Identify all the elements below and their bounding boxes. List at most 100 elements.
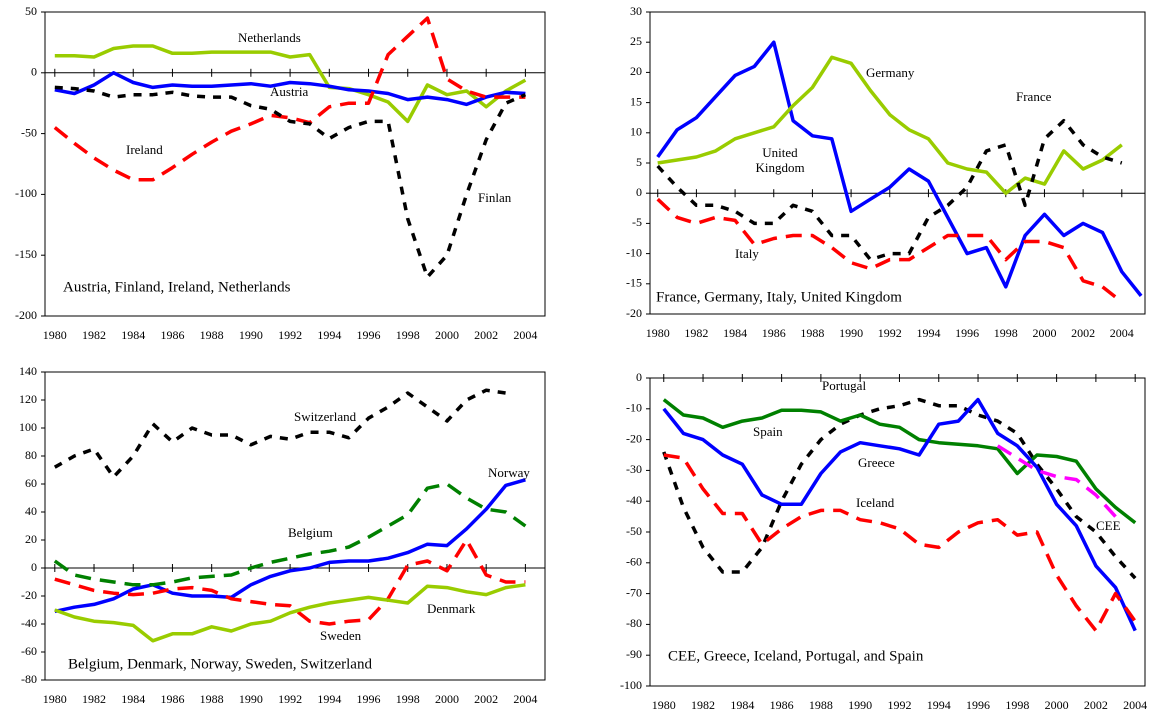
plot-frame (649, 377, 1146, 687)
series-label: Iceland (856, 495, 895, 510)
y-tick-label: -90 (626, 647, 642, 661)
y-tick-label: 0 (636, 370, 642, 384)
series-label: France (1016, 89, 1052, 104)
series-line (53, 388, 507, 479)
x-tick-label: 1994 (317, 692, 341, 706)
series-label: Portugal (822, 378, 867, 393)
chart-caption: Belgium, Denmark, Norway, Sweden, Switze… (68, 656, 372, 672)
x-tick-label: 1986 (770, 698, 794, 712)
series-line (53, 482, 527, 587)
y-tick-label: 0 (31, 65, 37, 79)
x-tick-label: 1992 (887, 698, 911, 712)
series-line (657, 55, 1123, 195)
series-label: Denmark (427, 601, 476, 616)
y-tick-label: -20 (626, 306, 642, 320)
y-tick-label: -150 (15, 247, 37, 261)
series-line (663, 453, 1137, 633)
y-tick-label: -20 (21, 588, 37, 602)
x-tick-label: 1982 (82, 328, 106, 342)
plot-frame (44, 11, 546, 317)
y-tick-label: -40 (626, 493, 642, 507)
x-tick-label: 2000 (435, 692, 459, 706)
x-tick-label: 1992 (878, 326, 902, 340)
x-tick-label: 1992 (278, 328, 302, 342)
y-tick-label: 140 (19, 364, 37, 378)
y-tick-label: -100 (15, 186, 37, 200)
series-label: CEE (1096, 518, 1121, 533)
series-line (996, 444, 1117, 518)
y-tick-label: 30 (630, 4, 642, 18)
x-tick-label: 1982 (691, 698, 715, 712)
y-tick-label: -40 (21, 616, 37, 630)
x-tick-label: 1982 (684, 326, 708, 340)
x-tick-label: 2004 (1123, 698, 1147, 712)
x-tick-label: 2002 (1071, 326, 1095, 340)
series-label: Greece (858, 455, 895, 470)
x-tick-label: 1984 (723, 326, 747, 340)
x-tick-label: 2004 (513, 692, 537, 706)
x-tick-label: 1980 (652, 698, 676, 712)
x-tick-label: 1986 (160, 692, 184, 706)
y-tick-label: 50 (25, 4, 37, 18)
x-tick-label: 2002 (474, 692, 498, 706)
x-tick-label: 1988 (200, 692, 224, 706)
y-tick-label: -80 (21, 672, 37, 686)
x-tick-label: 2000 (1032, 326, 1056, 340)
series-line (656, 197, 1123, 304)
x-tick-label: 1988 (809, 698, 833, 712)
series-label: Finlan (478, 190, 512, 205)
x-tick-label: 1996 (966, 698, 990, 712)
y-tick-label: -50 (21, 125, 37, 139)
series-label: Sweden (320, 628, 362, 643)
x-tick-label: 1996 (357, 328, 381, 342)
x-tick-label: 1998 (396, 692, 420, 706)
y-tick-label: 0 (636, 185, 642, 199)
x-tick-label: 1994 (916, 326, 940, 340)
x-tick-label: 1984 (121, 328, 145, 342)
plot-frame (44, 371, 546, 681)
x-tick-label: 1998 (396, 328, 420, 342)
series-line (54, 538, 526, 626)
series-label: Austria (270, 84, 309, 99)
series-line (662, 397, 1137, 632)
x-tick-label: 1996 (955, 326, 979, 340)
x-tick-label: 1992 (278, 692, 302, 706)
x-tick-label: 2002 (474, 328, 498, 342)
x-tick-label: 1982 (82, 692, 106, 706)
x-tick-label: 1984 (121, 692, 145, 706)
y-tick-label: -100 (620, 678, 642, 692)
x-tick-label: 2004 (1110, 326, 1134, 340)
y-tick-label: -20 (626, 431, 642, 445)
x-tick-label: 2002 (1084, 698, 1108, 712)
x-tick-label: 1994 (927, 698, 951, 712)
x-tick-label: 2000 (1045, 698, 1069, 712)
y-tick-label: 80 (25, 448, 37, 462)
y-tick-label: -10 (626, 245, 642, 259)
series-line (54, 85, 527, 279)
x-tick-label: 1988 (800, 326, 824, 340)
y-tick-label: -80 (626, 616, 642, 630)
x-tick-label: 1996 (357, 692, 381, 706)
series-label: Italy (735, 246, 759, 261)
x-tick-label: 1990 (839, 326, 863, 340)
y-tick-label: 120 (19, 392, 37, 406)
y-tick-label: -70 (626, 585, 642, 599)
y-tick-label: 20 (630, 64, 642, 78)
series-label: Ireland (126, 142, 163, 157)
x-tick-label: 1988 (200, 328, 224, 342)
y-tick-label: -50 (626, 524, 642, 538)
chart-caption: Austria, Finland, Ireland, Netherlands (63, 279, 291, 295)
series-label: Switzerland (294, 409, 357, 424)
series-label: United Kingdom (755, 145, 805, 175)
series-line (656, 40, 1143, 297)
series-label: Netherlands (238, 30, 301, 45)
y-tick-label: 60 (25, 476, 37, 490)
x-tick-label: 2000 (435, 328, 459, 342)
x-tick-label: 1990 (848, 698, 872, 712)
x-tick-label: 1980 (646, 326, 670, 340)
series-label: Spain (753, 424, 783, 439)
chart-caption: CEE, Greece, Iceland, Portugal, and Spai… (668, 648, 924, 664)
y-tick-label: 20 (25, 532, 37, 546)
